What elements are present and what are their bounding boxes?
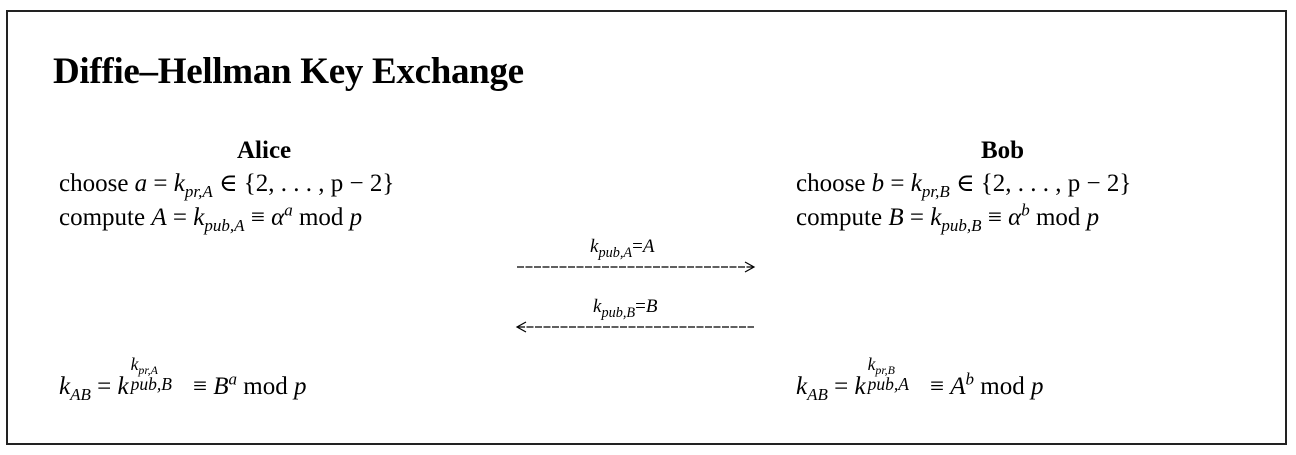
alice-compute-eq: = xyxy=(166,204,194,231)
alice-choose-line: choose a = kpr,A ∈ {2, . . . , p − 2} xyxy=(59,170,395,200)
msg2-val: B xyxy=(645,296,658,317)
bob-choose-sub: pr,B xyxy=(921,181,950,201)
message-bob-to-alice-label: kpub,B=B xyxy=(593,296,658,321)
bob-result-p: p xyxy=(1030,373,1044,400)
msg1-sub: pub,A xyxy=(598,244,633,261)
alice-result-eq: = xyxy=(90,373,118,400)
bob-compute-base: α xyxy=(1008,204,1022,231)
alice-public-var: A xyxy=(151,204,167,231)
bob-compute-verb: compute xyxy=(796,204,883,231)
bob-compute-sub: pub,B xyxy=(941,215,982,235)
bob-result-base: A xyxy=(950,373,966,400)
bob-result-sub: pub,A xyxy=(867,374,909,395)
diagram-frame xyxy=(6,10,1287,445)
bob-choose-set: ∈ {2, . . . , p − 2} xyxy=(949,170,1132,197)
bob-compute-mod: mod xyxy=(1029,204,1087,231)
alice-result-line: kAB = k kpr,A pub,B ≡ Ba mod p xyxy=(59,355,307,403)
arrow-bob-to-alice xyxy=(515,321,754,333)
bob-public-var: B xyxy=(888,204,904,231)
bob-compute-eq: = xyxy=(903,204,931,231)
msg1-k: k xyxy=(590,236,599,257)
alice-label: Alice xyxy=(237,137,292,164)
alice-result-base: B xyxy=(213,373,229,400)
bob-choose-line: choose b = kpr,B ∈ {2, . . . , p − 2} xyxy=(796,170,1132,200)
alice-choose-eq: = xyxy=(147,170,174,197)
alice-compute-cong: ≡ xyxy=(244,204,272,231)
bob-result-sup-sub: pr,B xyxy=(875,363,895,378)
bob-result-script: kpr,B pub,A xyxy=(866,355,924,395)
alice-result-cong: ≡ xyxy=(186,373,214,400)
bob-compute-k: k xyxy=(930,204,942,231)
bob-compute-p: p xyxy=(1086,204,1100,231)
alice-result-script: kpr,A pub,B xyxy=(129,355,187,395)
alice-result-p: p xyxy=(293,373,307,400)
bob-result-mod: mod xyxy=(974,373,1031,400)
alice-result-exp: a xyxy=(228,369,238,389)
alice-choose-k: k xyxy=(173,170,185,197)
alice-result-k: k xyxy=(117,373,129,400)
bob-compute-exp: b xyxy=(1021,200,1030,220)
bob-choose-verb: choose xyxy=(796,170,866,197)
alice-result-sub: pub,B xyxy=(130,374,172,395)
alice-compute-line: compute A = kpub,A ≡ αa mod p xyxy=(59,202,363,234)
msg2-eq: = xyxy=(635,296,646,317)
bob-result-cong: ≡ xyxy=(923,373,951,400)
alice-compute-p: p xyxy=(349,204,363,231)
alice-compute-exp: a xyxy=(284,200,293,220)
msg1-val: A xyxy=(642,236,655,257)
bob-private-var: b xyxy=(871,170,885,197)
bob-result-line: kAB = k kpr,B pub,A ≡ Ab mod p xyxy=(796,355,1044,403)
bob-result-eq: = xyxy=(827,373,855,400)
bob-label: Bob xyxy=(981,137,1025,164)
alice-compute-mod: mod xyxy=(292,204,350,231)
bob-result-sup-k: k xyxy=(867,353,876,374)
alice-compute-k: k xyxy=(193,204,205,231)
alice-result-mod: mod xyxy=(237,373,294,400)
message-alice-to-bob-label: kpub,A=A xyxy=(590,236,655,261)
alice-compute-sub: pub,A xyxy=(204,215,245,235)
alice-compute-verb: compute xyxy=(59,204,146,231)
alice-choose-sub: pr,A xyxy=(184,181,213,201)
alice-private-var: a xyxy=(134,170,148,197)
alice-choose-verb: choose xyxy=(59,170,129,197)
alice-choose-set: ∈ {2, . . . , p − 2} xyxy=(212,170,395,197)
arrow-alice-to-bob xyxy=(517,261,756,273)
alice-compute-base: α xyxy=(271,204,285,231)
bob-result-lhs-sub: AB xyxy=(807,384,828,404)
alice-result-lhs-sub: AB xyxy=(70,384,91,404)
msg2-sub: pub,B xyxy=(601,304,636,321)
bob-compute-cong: ≡ xyxy=(981,204,1009,231)
bob-result-lhs-k: k xyxy=(796,373,808,400)
alice-result-sup-k: k xyxy=(130,353,139,374)
bob-result-k: k xyxy=(854,373,866,400)
bob-choose-eq: = xyxy=(884,170,911,197)
diagram-title: Diffie–Hellman Key Exchange xyxy=(53,51,524,92)
msg2-k: k xyxy=(593,296,602,317)
bob-compute-line: compute B = kpub,B ≡ αb mod p xyxy=(796,202,1100,234)
alice-result-lhs-k: k xyxy=(59,373,71,400)
msg1-eq: = xyxy=(632,236,643,257)
bob-choose-k: k xyxy=(910,170,922,197)
alice-result-sup-sub: pr,A xyxy=(138,363,158,378)
bob-result-exp: b xyxy=(965,369,975,389)
